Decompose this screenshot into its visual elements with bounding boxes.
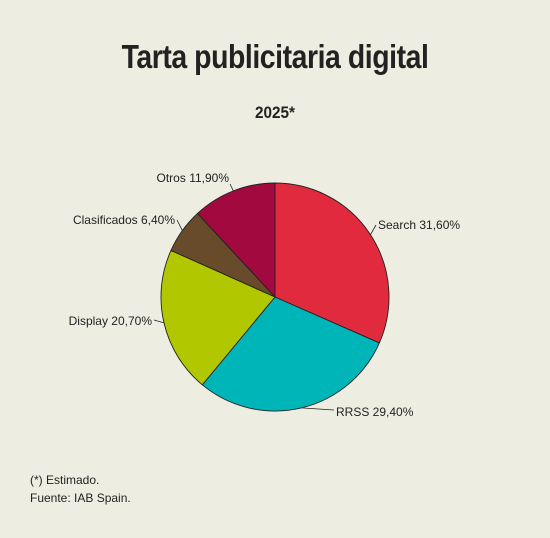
slice-label-clasificados: Clasificados 6,40% bbox=[73, 213, 175, 227]
footnotes: (*) Estimado. Fuente: IAB Spain. bbox=[30, 471, 131, 507]
pie-slice-rrss bbox=[201, 296, 380, 412]
slice-label-display: Display 20,70% bbox=[69, 314, 153, 328]
leader-line-search bbox=[370, 224, 377, 235]
slice-label-search: Search 31,60% bbox=[378, 218, 460, 232]
source-note: Fuente: IAB Spain. bbox=[30, 491, 131, 505]
leader-line-otros bbox=[229, 183, 234, 192]
pie-slice-display bbox=[160, 249, 276, 386]
chart-subtitle: 2025* bbox=[255, 103, 295, 122]
pie-slice-search bbox=[274, 182, 390, 344]
leader-line-display bbox=[153, 319, 165, 324]
slice-label-otros: Otros 11,90% bbox=[157, 171, 230, 185]
leader-line-rrss bbox=[301, 407, 335, 411]
estimate-note: (*) Estimado. bbox=[30, 473, 100, 487]
chart-title: Tarta publicitaria digital bbox=[121, 38, 429, 75]
slice-label-rrss: RRSS 29,40% bbox=[336, 405, 414, 419]
leader-line-clasificados bbox=[176, 219, 183, 231]
